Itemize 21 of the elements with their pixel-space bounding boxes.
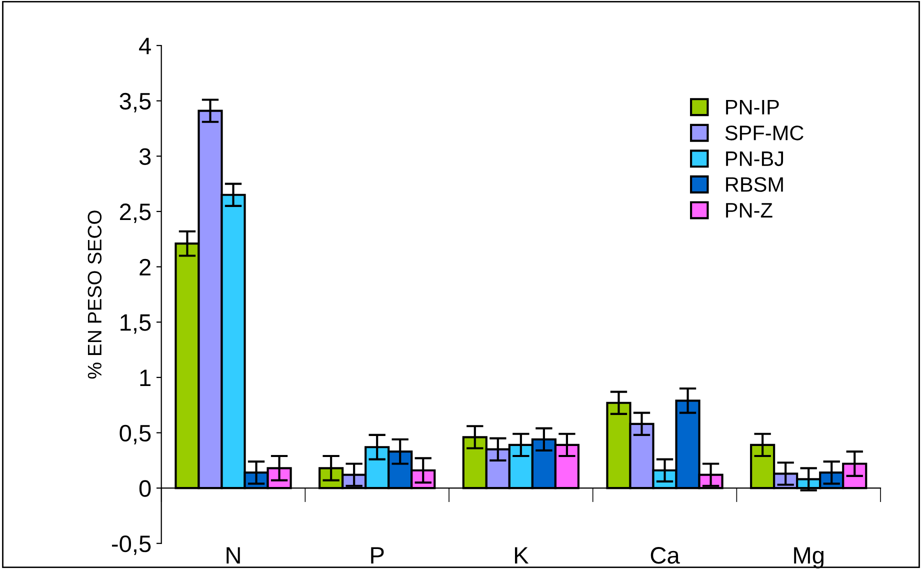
y-tick-label: -0,5	[112, 535, 151, 555]
legend-label: SPF-MC	[725, 126, 804, 140]
x-tick-label: Mg	[794, 547, 824, 568]
x-tick-label: K	[514, 547, 529, 564]
x-tick-label: P	[371, 547, 384, 564]
y-tick-label: 1,5	[120, 314, 151, 334]
y-axis-title: % EN PESO SECO	[88, 210, 102, 379]
legend-label: PN-BJ	[726, 152, 784, 166]
x-tick-label: Ca	[650, 547, 680, 564]
y-tick-label: 3,5	[120, 92, 151, 112]
y-tick-label: 0,5	[120, 424, 151, 444]
y-tick-label: 0	[139, 480, 151, 497]
y-tick-label: 2,5	[120, 204, 151, 224]
y-tick-label: 1	[140, 370, 150, 386]
legend-label: PN-Z	[726, 203, 772, 218]
legend-label: RBSM	[726, 177, 783, 192]
y-tick-label: 2	[140, 258, 150, 276]
legend-label: PN-IP	[726, 100, 779, 114]
y-tick-label: 3	[139, 148, 151, 165]
x-tick-label: N	[226, 547, 240, 564]
y-tick-label: 4	[139, 38, 151, 54]
